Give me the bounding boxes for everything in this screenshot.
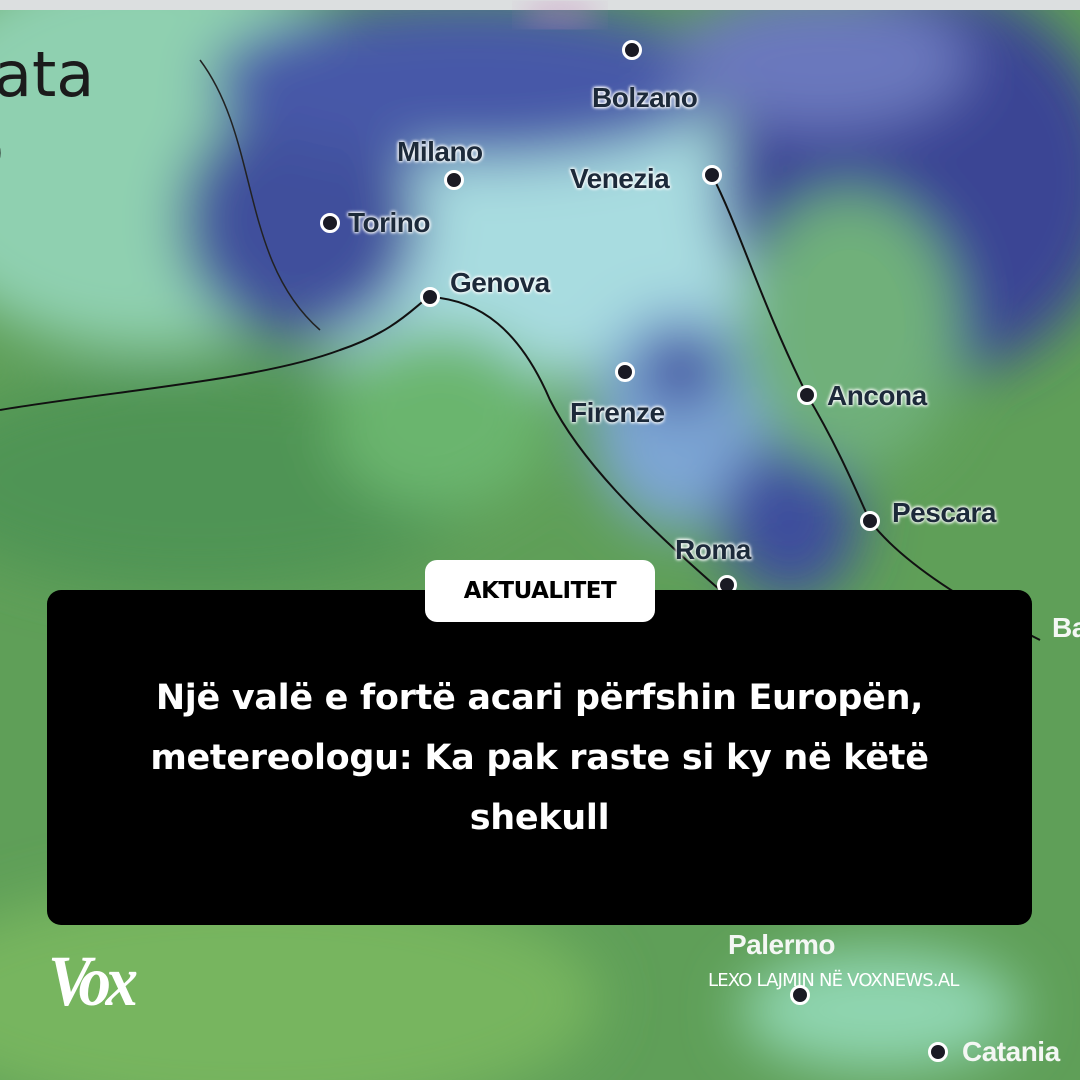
city-label-pescara: Pescara	[892, 497, 996, 528]
city-label-torino: Torino	[348, 207, 431, 238]
map-partial-label: o	[0, 112, 4, 185]
city-label-genova: Genova	[450, 267, 550, 298]
read-more-cta: LEXO LAJMIN NË VOXNEWS.AL	[708, 970, 959, 991]
city-dot	[797, 385, 817, 405]
city-dot	[790, 985, 810, 1005]
city-dot	[320, 213, 340, 233]
map-partial-label: Ba	[1052, 612, 1080, 643]
city-label-milano: Milano	[397, 136, 483, 167]
city-label-catania: Catania	[962, 1036, 1060, 1067]
city-label-venezia: Venezia	[570, 163, 670, 194]
city-label-palermo: Palermo	[728, 929, 836, 960]
city-label-bolzano: Bolzano	[592, 82, 698, 113]
city-label-roma: Roma	[675, 534, 751, 565]
city-label-firenze: Firenze	[570, 397, 665, 428]
map-partial-label: ata	[0, 38, 95, 111]
city-dot	[444, 170, 464, 190]
city-dot	[702, 165, 722, 185]
city-dot	[420, 287, 440, 307]
city-label-ancona: Ancona	[827, 380, 927, 411]
headline: Një valë e fortë acari përfshin Europën,…	[150, 678, 929, 838]
city-dot	[622, 40, 642, 60]
city-dot	[928, 1042, 948, 1062]
city-dot	[615, 362, 635, 382]
vox-logo: Vox	[48, 941, 138, 1021]
category-badge: AKTUALITET	[425, 560, 655, 622]
headline-card: Një valë e fortë acari përfshin Europën,…	[47, 590, 1032, 925]
city-dot	[860, 511, 880, 531]
